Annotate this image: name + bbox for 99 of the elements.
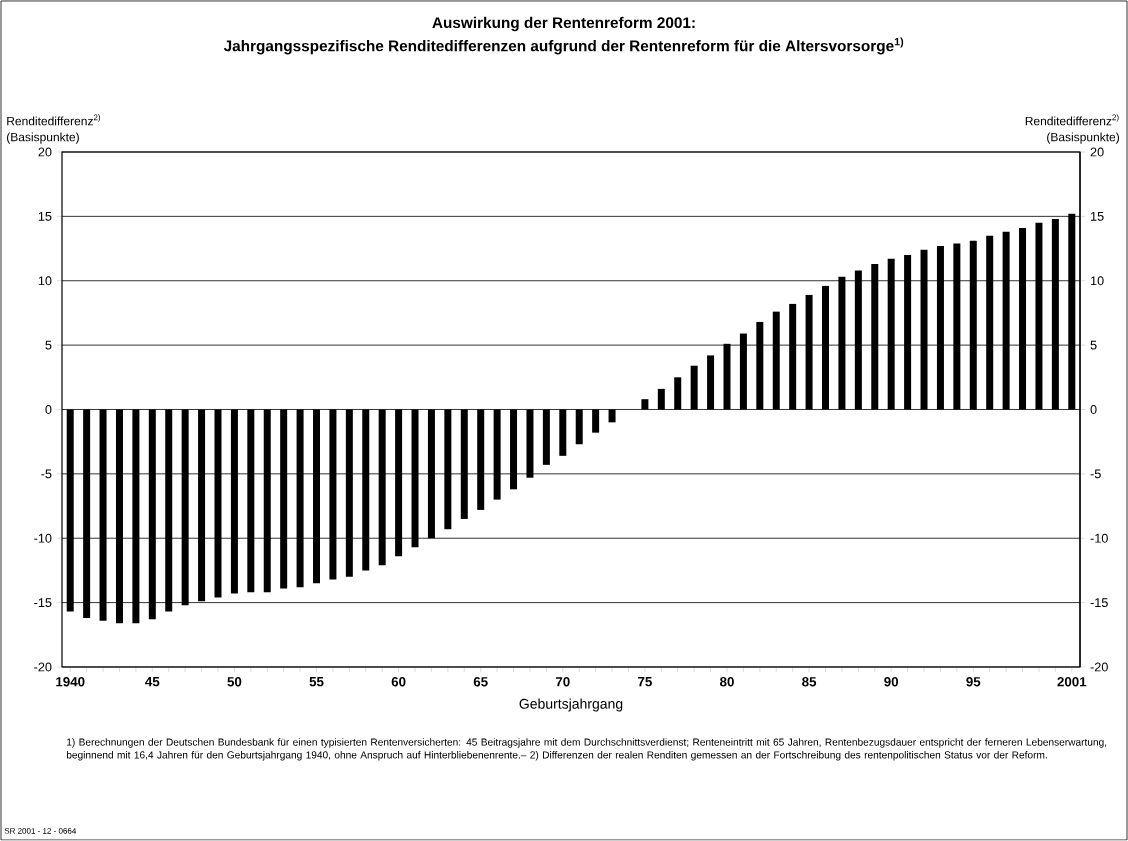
bar: [83, 409, 91, 619]
bar: [707, 355, 715, 410]
bar: [641, 399, 649, 410]
bar: [181, 409, 189, 606]
bar: [411, 409, 419, 548]
bar: [723, 343, 731, 410]
bar: [871, 264, 879, 410]
y-tick-label: -15: [34, 598, 52, 608]
bar: [789, 303, 797, 410]
bar: [148, 409, 156, 620]
x-tick-label: 1940: [56, 677, 85, 687]
bar: [756, 321, 764, 410]
x-tick-label: 95: [966, 677, 981, 687]
x-tick-label: 50: [227, 677, 242, 687]
y2-tick-label: 10: [1091, 276, 1104, 286]
y-tick-label: 5: [45, 340, 52, 350]
bar: [674, 377, 682, 410]
text: Renditedifferenz$^{2)}$ (Basispunkte): [1025, 114, 1119, 144]
bar: [510, 409, 518, 490]
bar: [887, 258, 895, 410]
x-tick-label: 60: [391, 677, 406, 687]
bar: [296, 409, 304, 588]
bar: [739, 333, 747, 410]
text: SR 2001 - 12 - 0664: [4, 828, 77, 834]
bar: [395, 409, 403, 557]
chart-subtitle: Jahrgangsspezifische Renditedifferenzen aufgrund der Rentenreform für die Altersvorsorge$^{1)}$: [223, 37, 904, 55]
x-tick-label: 2001: [1057, 677, 1087, 687]
bar: [280, 409, 288, 589]
bar: [969, 240, 977, 410]
y2-tick-label: 0: [1090, 405, 1097, 414]
y-tick-label: 10: [38, 276, 52, 286]
bar: [805, 294, 813, 410]
x-tick-label: 85: [802, 677, 817, 687]
bar: [66, 409, 74, 612]
bar: [493, 409, 501, 500]
bar: [230, 409, 238, 594]
bar: [822, 285, 829, 410]
bar: [198, 409, 206, 602]
bar: [444, 409, 452, 530]
bar: [115, 409, 123, 624]
x-tick-label: 55: [309, 677, 324, 687]
bar: [904, 254, 912, 410]
y-tick-label: 0: [45, 405, 52, 414]
bar: [165, 409, 173, 612]
x-tick-label: 90: [884, 677, 899, 687]
bar: [427, 409, 435, 539]
bar: [1002, 231, 1010, 410]
x-tick-label: 45: [145, 677, 160, 687]
bar: [460, 409, 468, 519]
bar: [854, 270, 862, 410]
bar: [953, 243, 961, 410]
y-tick-label: -10: [34, 533, 52, 543]
x-tick-label: 65: [473, 677, 488, 687]
bar: [608, 409, 616, 423]
bar: [838, 276, 846, 410]
y2-tick-label: -20: [1090, 662, 1108, 672]
bar: [1019, 227, 1027, 410]
bar: [313, 409, 321, 584]
bar: [772, 311, 780, 410]
bar: [575, 409, 583, 445]
bar: [1051, 218, 1059, 410]
bar: [329, 409, 337, 580]
bar: [1068, 213, 1076, 410]
bar: [1035, 222, 1043, 410]
bar: [214, 409, 222, 598]
x-tick-label: 80: [719, 677, 734, 687]
bar: [99, 409, 107, 621]
y-tick-label: -5: [41, 469, 52, 479]
bar: [936, 245, 944, 410]
text: 1) Berechnungen der Deutschen Bundesbank für einen typisierten Rentenversicherten: 45 Beitragsjahre mit dem Durchschnittsverdienst; Renteneintritt mit 65 Jahren, Rentenbezugsdauer entspricht der ferneren Lebenserwartung, beginnend mit 16,4 Jahren für den Geburtsjahrgang 1940, ohne Anspruch auf Hinterbliebenenrente.– 2) Differenzen der realen Renditen gemessen an der Fortschreibung des rentenpolitischen Status vor der Reform.: [66, 738, 1107, 761]
bar: [263, 409, 271, 593]
bar: [986, 235, 994, 410]
bar: [247, 409, 255, 593]
y2-tick-label: 15: [1091, 211, 1104, 221]
bar: [132, 409, 140, 624]
bar: [592, 409, 600, 433]
y2-tick-label: 20: [1090, 147, 1104, 157]
y2-tick-label: -15: [1090, 598, 1108, 608]
y-tick-label: 15: [38, 211, 52, 221]
bar: [690, 365, 698, 410]
y-tick-label: 20: [38, 147, 52, 157]
bar: [657, 388, 665, 410]
y2-tick-label: -5: [1090, 469, 1101, 479]
bar: [559, 409, 567, 456]
x-tick-label: 70: [555, 677, 570, 687]
bar: [362, 409, 370, 571]
bar: [526, 409, 534, 478]
bar: [920, 249, 928, 410]
bar: [345, 409, 353, 577]
y-tick-label: -20: [34, 662, 52, 672]
bar: [378, 409, 386, 566]
bar: [477, 409, 485, 510]
text: Renditedifferenz$^{2)}$ (Basispunkte): [7, 114, 101, 144]
y2-tick-label: 5: [1090, 340, 1097, 350]
x-tick-label: 75: [638, 677, 652, 687]
bar: [542, 409, 550, 465]
chart-title: Auswirkung der Rentenreform 2001:: [432, 16, 695, 32]
x-axis-title: Geburtsjahrgang: [519, 698, 623, 712]
y2-tick-label: -10: [1090, 533, 1108, 543]
